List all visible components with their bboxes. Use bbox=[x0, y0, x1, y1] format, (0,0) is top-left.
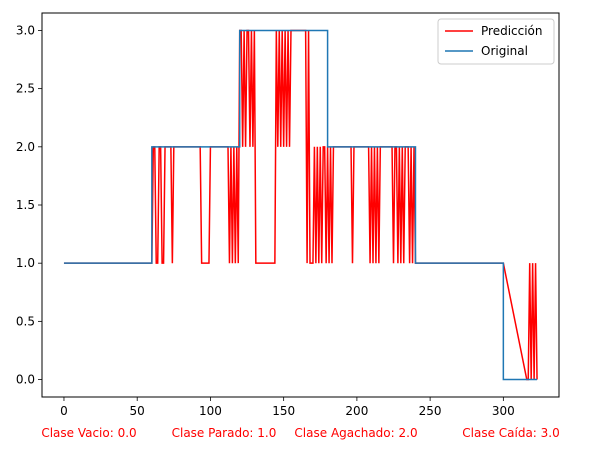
x-tick-label: 0 bbox=[60, 404, 68, 418]
x-tick-label: 200 bbox=[345, 404, 368, 418]
y-tick-label: 1.5 bbox=[16, 198, 35, 212]
y-tick-label: 1.0 bbox=[16, 256, 35, 270]
series-line-prediccion bbox=[63, 29, 538, 381]
legend-label: Original bbox=[481, 44, 528, 58]
plot-frame bbox=[41, 12, 560, 398]
y-tick-label: 3.0 bbox=[16, 23, 35, 37]
class-annotation: Clase Caída: 3.0 bbox=[462, 426, 560, 440]
x-tick-label: 250 bbox=[419, 404, 442, 418]
class-annotation: Clase Agachado: 2.0 bbox=[294, 426, 417, 440]
y-tick-label: 0.0 bbox=[16, 373, 35, 387]
class-annotation: Clase Vacio: 0.0 bbox=[41, 426, 136, 440]
x-tick-label: 100 bbox=[199, 404, 222, 418]
y-tick-label: 2.0 bbox=[16, 140, 35, 154]
legend-label: Predicción bbox=[481, 24, 543, 38]
x-tick-label: 150 bbox=[272, 404, 295, 418]
y-tick-label: 0.5 bbox=[16, 314, 35, 328]
y-tick-label: 2.5 bbox=[16, 82, 35, 96]
series-line-original bbox=[63, 29, 538, 381]
class-annotation: Clase Parado: 1.0 bbox=[172, 426, 277, 440]
x-tick-label: 50 bbox=[130, 404, 145, 418]
x-tick-label: 300 bbox=[492, 404, 515, 418]
